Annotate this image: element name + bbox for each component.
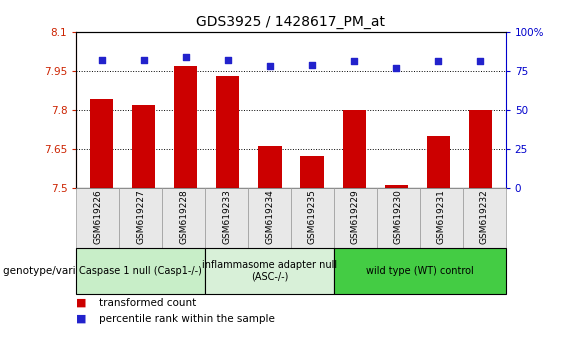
Text: percentile rank within the sample: percentile rank within the sample: [99, 314, 275, 324]
Point: [223, 57, 232, 63]
Point: [307, 62, 316, 67]
Point: [139, 57, 148, 63]
Text: GSM619231: GSM619231: [437, 189, 446, 244]
Text: inflammasome adapter null
(ASC-/-): inflammasome adapter null (ASC-/-): [202, 260, 337, 282]
Point: [266, 63, 275, 69]
Bar: [174, 65, 197, 188]
Text: GSM619234: GSM619234: [265, 189, 274, 244]
Bar: [216, 76, 240, 188]
Text: GSM619226: GSM619226: [93, 189, 102, 244]
Text: GSM619235: GSM619235: [308, 189, 317, 244]
Text: ■: ■: [76, 314, 87, 324]
Point: [350, 59, 359, 64]
Text: ■: ■: [76, 298, 87, 308]
Text: transformed count: transformed count: [99, 298, 196, 308]
Bar: [258, 146, 281, 188]
Point: [434, 59, 443, 64]
Text: GSM619229: GSM619229: [351, 189, 360, 244]
Text: GSM619227: GSM619227: [136, 189, 145, 244]
Text: GSM619230: GSM619230: [394, 189, 403, 244]
Text: GSM619233: GSM619233: [222, 189, 231, 244]
Text: GSM619232: GSM619232: [480, 189, 489, 244]
Bar: [301, 156, 324, 188]
Bar: [90, 99, 113, 188]
Point: [97, 57, 106, 63]
Text: wild type (WT) control: wild type (WT) control: [366, 266, 473, 276]
Bar: [385, 185, 408, 188]
Point: [392, 65, 401, 70]
Point: [181, 54, 190, 59]
Text: Caspase 1 null (Casp1-/-): Caspase 1 null (Casp1-/-): [79, 266, 202, 276]
Title: GDS3925 / 1428617_PM_at: GDS3925 / 1428617_PM_at: [197, 16, 385, 29]
Text: GSM619228: GSM619228: [179, 189, 188, 244]
Bar: [342, 110, 366, 188]
Bar: [132, 104, 155, 188]
Text: genotype/variation ▶: genotype/variation ▶: [3, 266, 113, 276]
Bar: [427, 136, 450, 188]
Point: [476, 59, 485, 64]
Bar: [469, 110, 492, 188]
